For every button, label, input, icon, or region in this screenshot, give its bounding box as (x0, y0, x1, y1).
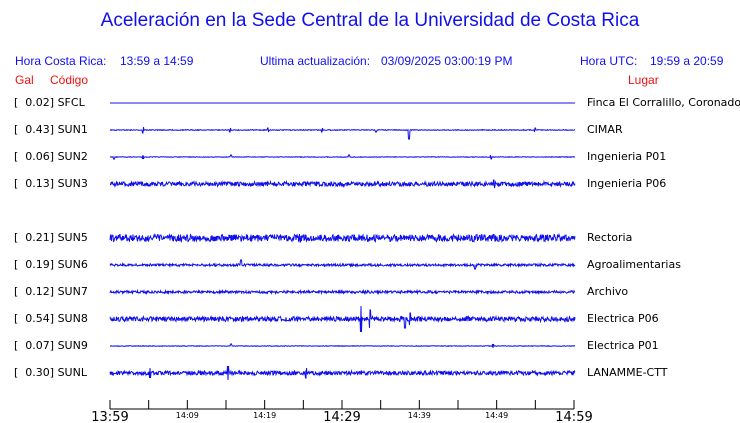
local-time-label: Hora Costa Rica: (15, 54, 107, 68)
trace-sun5 (109, 232, 576, 244)
utc-time-range: 19:59 a 20:59 (650, 54, 724, 68)
axis-major-label: 14:29 (323, 410, 360, 423)
gal-value: [ 0.43] (14, 123, 55, 136)
station-place: CIMAR (587, 123, 623, 136)
gal-value: [ 0.07] (14, 339, 55, 352)
axis-minor-label: 14:39 (408, 411, 431, 420)
station-label-sun7: [ 0.12] SUN7 (14, 285, 88, 298)
gal-value: [ 0.02] (14, 96, 55, 109)
trace-sun9 (109, 343, 576, 349)
trace-sun7 (109, 288, 576, 296)
station-code: SUN5 (57, 231, 88, 244)
station-label-sun5: [ 0.21] SUN5 (14, 231, 88, 244)
station-place: Rectoria (587, 231, 633, 244)
station-place: Agroalimentarias (587, 258, 681, 271)
trace-sunl (109, 365, 576, 381)
station-label-sun6: [ 0.19] SUN6 (14, 258, 88, 271)
station-code: SUN8 (57, 312, 88, 325)
local-time-range: 13:59 a 14:59 (120, 54, 194, 68)
gal-value: [ 0.06] (14, 150, 55, 163)
update-label: Ultima actualización: (260, 54, 371, 68)
place-header: Lugar (628, 73, 659, 87)
trace-sun8 (109, 305, 576, 333)
station-label-sun8: [ 0.54] SUN8 (14, 312, 88, 325)
gal-value: [ 0.19] (14, 258, 55, 271)
station-code: SUN7 (57, 285, 88, 298)
station-place: LANAMME-CTT (587, 366, 668, 379)
station-code: SUN2 (57, 150, 88, 163)
station-label-sun2: [ 0.06] SUN2 (14, 150, 88, 163)
gal-value: [ 0.12] (14, 285, 55, 298)
station-place: Finca El Corralillo, Coronado (587, 96, 740, 109)
station-code: SUN3 (57, 177, 88, 190)
gal-value: [ 0.13] (14, 177, 55, 190)
trace-sun2 (109, 154, 576, 160)
update-value: 03/09/2025 03:00:19 PM (381, 54, 513, 68)
gal-value: [ 0.30] (14, 366, 55, 379)
station-label-sfcl: [ 0.02] SFCL (14, 96, 85, 109)
station-label-sun9: [ 0.07] SUN9 (14, 339, 88, 352)
station-code: SFCL (57, 96, 85, 109)
station-place: Archivo (587, 285, 629, 298)
station-code: SUN6 (57, 258, 88, 271)
trace-sun1 (109, 126, 576, 140)
station-code: SUNL (57, 366, 87, 379)
station-place: Electrica P06 (587, 312, 659, 325)
gal-value: [ 0.54] (14, 312, 55, 325)
station-label-sun1: [ 0.43] SUN1 (14, 123, 88, 136)
code-header: Código (50, 73, 89, 87)
axis-minor-label: 14:49 (485, 411, 508, 420)
axis-major-label: 14:59 (555, 410, 592, 423)
station-place: Ingenieria P06 (587, 177, 667, 190)
utc-time-label: Hora UTC: (580, 54, 638, 68)
gal-header: Gal (15, 73, 34, 87)
axis-minor-label: 14:19 (253, 411, 276, 420)
trace-sun6 (109, 259, 576, 270)
page-title: Aceleración en la Sede Central de la Uni… (100, 10, 640, 31)
axis-major-label: 13:59 (91, 410, 128, 423)
trace-sun3 (109, 179, 576, 189)
gal-value: [ 0.21] (14, 231, 55, 244)
station-code: SUN9 (57, 339, 88, 352)
station-place: Electrica P01 (587, 339, 659, 352)
station-code: SUN1 (57, 123, 88, 136)
station-label-sun3: [ 0.13] SUN3 (14, 177, 88, 190)
axis-minor-label: 14:09 (176, 411, 199, 420)
station-place: Ingenieria P01 (587, 150, 667, 163)
station-label-sunl: [ 0.30] SUNL (14, 366, 87, 379)
